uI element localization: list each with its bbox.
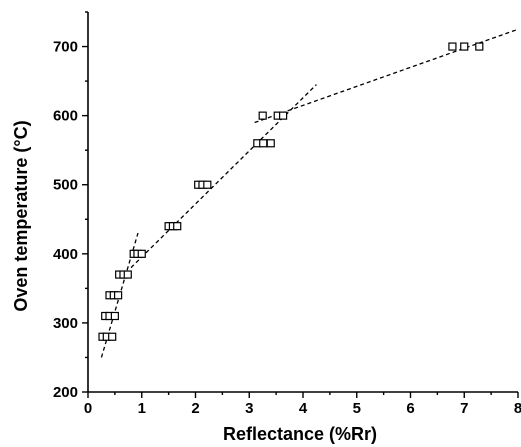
- data-point: [259, 139, 268, 148]
- y-tick-label: 500: [53, 177, 78, 194]
- x-tick-label: 3: [245, 400, 253, 417]
- x-axis-label: Reflectance (%Rr): [223, 424, 377, 444]
- data-point: [123, 270, 132, 279]
- data-point: [266, 139, 275, 148]
- y-tick-label: 400: [53, 246, 78, 263]
- data-point: [460, 42, 469, 51]
- trend-line-2: [130, 84, 317, 269]
- y-tick-label: 700: [53, 39, 78, 56]
- trend-line-3: [254, 28, 519, 124]
- plot-area: [98, 28, 519, 358]
- data-point: [137, 249, 146, 258]
- data-point: [110, 311, 119, 321]
- x-tick-label: 4: [299, 400, 308, 417]
- x-tick-label: 7: [460, 400, 468, 417]
- y-tick-label: 600: [53, 108, 78, 125]
- data-point: [113, 291, 123, 300]
- axes: 0 1 2 3 4 5 6 7 8 200 300 400 500 600 700: [53, 11, 521, 417]
- x-tick-label: 6: [406, 400, 414, 417]
- x-tick-label: 1: [138, 400, 146, 417]
- data-point: [279, 111, 288, 120]
- y-tick-label: 300: [53, 315, 78, 332]
- x-tick-label: 8: [514, 400, 521, 417]
- data-point: [448, 42, 457, 51]
- x-tick-label: 0: [84, 400, 92, 417]
- x-tick-label: 2: [191, 400, 199, 417]
- x-tick-label: 5: [353, 400, 361, 417]
- data-point: [475, 42, 484, 51]
- data-point: [258, 111, 267, 120]
- y-tick-label: 200: [53, 384, 78, 401]
- data-point: [203, 180, 212, 189]
- data-point: [173, 222, 182, 231]
- data-point: [108, 332, 117, 341]
- y-axis-label: Oven temperature (°C): [11, 120, 31, 311]
